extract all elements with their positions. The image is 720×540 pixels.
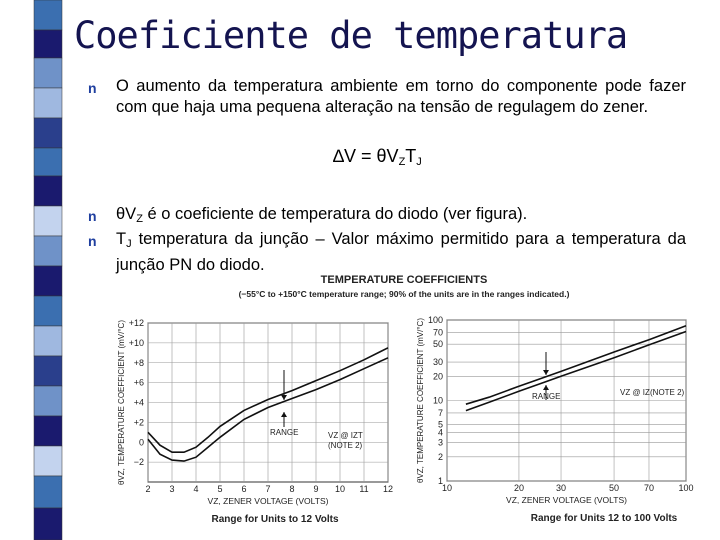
y-tick-label: 4 <box>438 428 443 438</box>
x-tick-label: 50 <box>609 483 619 493</box>
x-tick-label: 10 <box>335 484 345 494</box>
y-tick-label: 10 <box>433 396 443 406</box>
y-tick-label: 100 <box>428 315 443 325</box>
x-tick-label: 10 <box>442 483 452 493</box>
y-tick-label: +8 <box>134 358 144 368</box>
y-tick-label: 70 <box>433 327 443 337</box>
x-tick-label: 100 <box>678 483 693 493</box>
list-item: θVZ é o coeficiente de temperatura do di… <box>116 204 686 230</box>
y-tick-label: 20 <box>433 371 443 381</box>
y-tick-label: +10 <box>129 338 144 348</box>
item-subscript: J <box>126 238 132 250</box>
figure-subtitle: (−55°C to +150°C temperature range; 90% … <box>239 289 570 299</box>
list-item: TJ temperatura da junção – Valor máximo … <box>116 229 686 276</box>
y-tick-label: 50 <box>433 339 443 349</box>
range-arrowhead <box>543 385 549 390</box>
y-tick-label: 0 <box>139 437 144 447</box>
item-text: θV <box>116 205 137 223</box>
annotation: VZ @ IZ <box>620 388 650 397</box>
figure-title: TEMPERATURE COEFFICIENTS <box>321 274 488 286</box>
item-subscript: Z <box>136 213 143 225</box>
caption: Range for Units 12 to 100 Volts <box>531 513 678 524</box>
annotation: RANGE <box>270 428 298 437</box>
y-tick-label: −2 <box>134 457 144 467</box>
decorative-strip <box>33 0 63 540</box>
x-tick-label: 9 <box>313 484 318 494</box>
y-axis-label: θVZ, TEMPERATURE COEFFICIENT (mV/°C) <box>117 320 126 485</box>
formula-subscript: J <box>416 156 422 168</box>
x-tick-label: 7 <box>265 484 270 494</box>
bullet: n <box>88 233 97 249</box>
y-tick-label: +6 <box>134 378 144 388</box>
item-text: T <box>116 230 127 248</box>
x-tick-label: 8 <box>289 484 294 494</box>
annotation: VZ @ IZT <box>328 431 363 440</box>
bullet: n <box>88 208 97 224</box>
slide-title: Coeficiente de temperatura <box>74 14 628 57</box>
annotation: (NOTE 2) <box>650 388 685 397</box>
x-tick-label: 3 <box>169 484 174 494</box>
y-tick-label: +12 <box>129 318 144 328</box>
y-tick-label: +2 <box>134 417 144 427</box>
formula: ∆V = θVZTJ <box>333 146 422 168</box>
curve <box>147 357 389 462</box>
bullet: n <box>88 80 97 96</box>
x-tick-label: 4 <box>193 484 198 494</box>
formula-subscript: Z <box>398 156 406 168</box>
x-tick-label: 12 <box>383 484 393 494</box>
paragraph: O aumento da temperatura ambiente em tor… <box>116 77 686 116</box>
x-axis-label: VZ, ZENER VOLTAGE (VOLTS) <box>208 496 329 506</box>
formula-text: ∆V = θV <box>333 146 399 166</box>
formula-text: T <box>405 146 417 166</box>
range-arrowhead <box>543 370 549 375</box>
x-tick-label: 11 <box>359 484 368 494</box>
item-text: é o coeficiente de temperatura do diodo … <box>142 205 528 223</box>
y-tick-label: 7 <box>438 408 443 418</box>
strip-blocks <box>33 0 63 540</box>
range-arrowhead <box>281 412 287 417</box>
caption: Range for Units to 12 Volts <box>211 514 338 525</box>
item-text: temperatura da junção – Valor máximo per… <box>116 230 686 274</box>
y-tick-label: 1 <box>438 476 443 486</box>
y-tick-label: 3 <box>438 438 443 448</box>
y-tick-label: 2 <box>438 452 443 462</box>
curve <box>465 324 687 405</box>
y-axis-label: θVZ, TEMPERATURE COEFFICIENT (mV/°C) <box>416 318 425 483</box>
x-tick-label: 6 <box>241 484 246 494</box>
annotation: (NOTE 2) <box>328 441 363 450</box>
y-tick-label: +4 <box>134 398 144 408</box>
x-tick-label: 70 <box>644 483 654 493</box>
y-tick-label: 30 <box>433 357 443 367</box>
range-arrowhead <box>281 395 287 400</box>
x-tick-label: 20 <box>514 483 524 493</box>
curve <box>147 347 389 453</box>
x-tick-label: 30 <box>556 483 566 493</box>
y-tick-label: 5 <box>438 420 443 430</box>
x-tick-label: 5 <box>217 484 222 494</box>
x-axis-label: VZ, ZENER VOLTAGE (VOLTS) <box>506 495 627 505</box>
curve <box>465 330 687 412</box>
x-tick-label: 2 <box>145 484 150 494</box>
